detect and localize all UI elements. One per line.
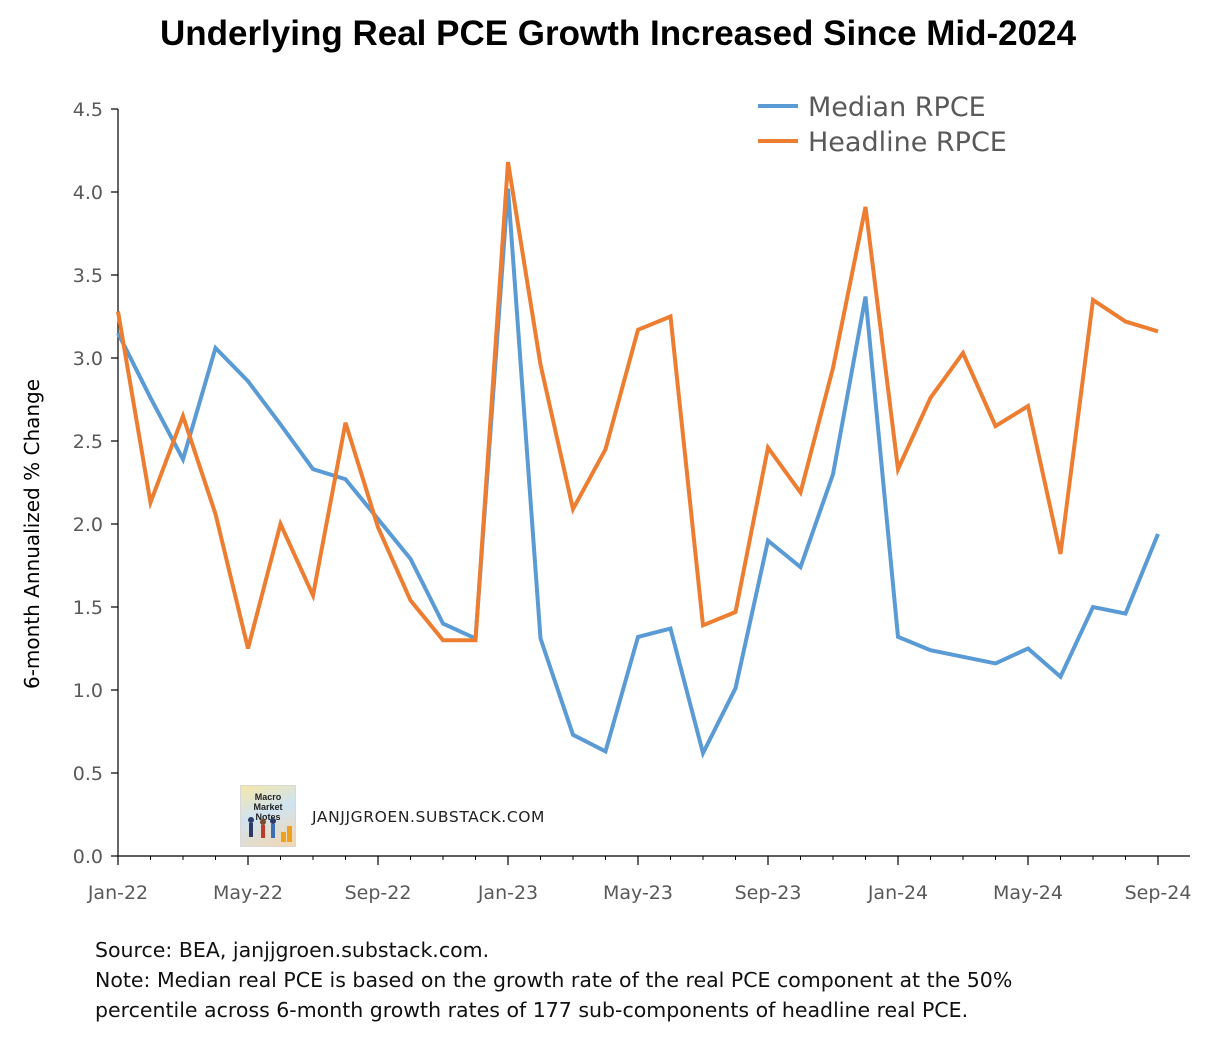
x-tick-label: Jan-24: [867, 882, 928, 904]
x-tick-label: May-24: [993, 882, 1063, 904]
y-tick-label: 4.5: [73, 99, 103, 121]
logo-text: Macro Market Notes: [253, 792, 283, 822]
people-chart-icon: [248, 817, 292, 842]
x-tick-label: Sep-23: [735, 882, 802, 904]
y-tick-label: 3.5: [73, 265, 103, 287]
macro-market-notes-logo: Macro Market Notes: [240, 785, 296, 847]
y-tick-label: 4.0: [73, 182, 103, 204]
x-tick-label: Jan-23: [477, 882, 538, 904]
series-line-median-rpce: [116, 188, 1160, 759]
series-layer: [116, 161, 1160, 759]
y-tick-label: 2.0: [73, 514, 103, 536]
note-line-2: percentile across 6-month growth rates o…: [95, 998, 969, 1022]
y-tick-label: 1.0: [73, 680, 103, 702]
y-tick-label: 0.0: [73, 846, 103, 868]
y-tick-label: 3.0: [73, 348, 103, 370]
legend: Median RPCE Headline RPCE: [758, 92, 1007, 158]
series-line-headline-rpce: [116, 161, 1159, 650]
legend-label: Headline RPCE: [808, 127, 1007, 158]
x-tick-label: Sep-22: [345, 882, 412, 904]
axes: 0.0 0.5 1.0 1.5 2.0 2.5 3.0 3.5 4.0 4.5 Jan-22 May-…: [73, 99, 1192, 904]
chart-notes: Source: BEA, janjjgroen.substack.com. No…: [95, 935, 1205, 1025]
line-chart: 0.0 0.5 1.0 1.5 2.0 2.5 3.0 3.5 4.0 4.5 Jan-22 May-…: [20, 92, 1192, 904]
y-tick-label: 2.5: [73, 431, 103, 453]
y-tick-label: 1.5: [73, 597, 103, 619]
x-tick-label: Sep-24: [1125, 882, 1192, 904]
x-tick-label: May-23: [603, 882, 673, 904]
chart-title: Underlying Real PCE Growth Increased Sin…: [159, 14, 1077, 53]
y-axis-label: 6-month Annualized % Change: [20, 379, 44, 689]
x-tick-label: May-22: [213, 882, 283, 904]
watermark-site: JANJJGROEN.SUBSTACK.COM: [312, 808, 546, 826]
x-tick-label: Jan-22: [87, 882, 148, 904]
y-tick-label: 0.5: [73, 763, 103, 785]
legend-label: Median RPCE: [808, 92, 986, 123]
note-line-1: Note: Median real PCE is based on the gr…: [95, 968, 1013, 992]
source-note: Source: BEA, janjjgroen.substack.com.: [95, 938, 490, 962]
